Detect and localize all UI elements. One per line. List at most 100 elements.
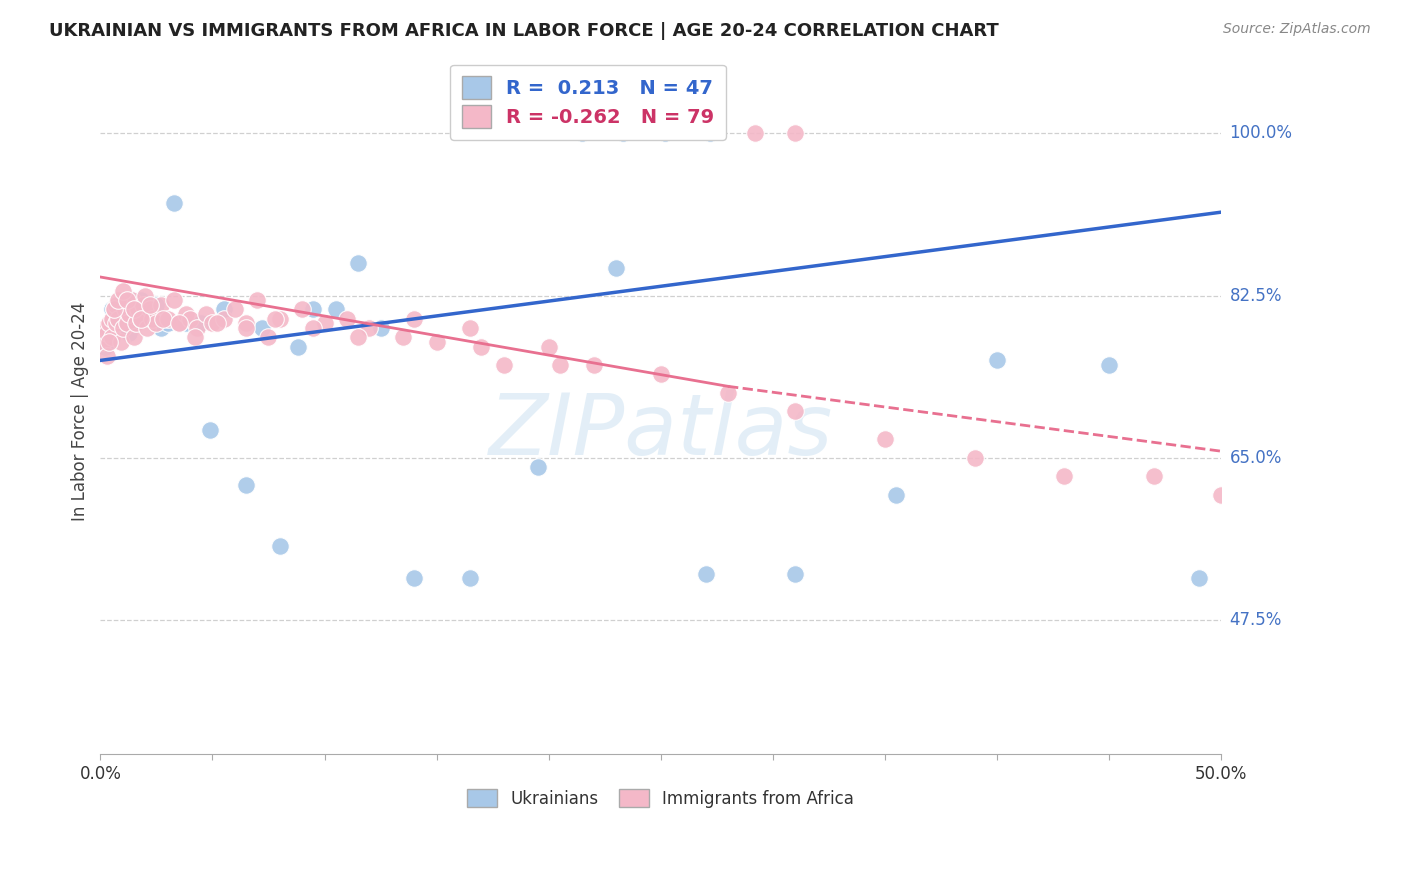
- Point: [117, 293, 139, 308]
- Point: [100, 302, 122, 317]
- Point: [117, 311, 139, 326]
- Text: UKRAINIAN VS IMMIGRANTS FROM AFRICA IN LABOR FORCE | AGE 20-24 CORRELATION CHART: UKRAINIAN VS IMMIGRANTS FROM AFRICA IN L…: [49, 22, 998, 40]
- Point: [582, 358, 605, 372]
- Point: [257, 330, 280, 344]
- Point: [201, 316, 224, 330]
- Point: [103, 302, 125, 317]
- Point: [884, 488, 907, 502]
- Point: [105, 316, 128, 330]
- Point: [183, 330, 205, 344]
- Text: 65.0%: 65.0%: [1230, 449, 1282, 467]
- Point: [269, 311, 291, 326]
- Point: [100, 311, 122, 326]
- Point: [1098, 358, 1121, 372]
- Point: [1053, 469, 1076, 483]
- Point: [129, 293, 152, 308]
- Point: [785, 566, 807, 581]
- Point: [138, 298, 160, 312]
- Legend: Ukrainians, Immigrants from Africa: Ukrainians, Immigrants from Africa: [461, 782, 860, 814]
- Point: [163, 293, 186, 308]
- Point: [121, 293, 143, 308]
- Point: [129, 311, 152, 326]
- Point: [94, 339, 117, 353]
- Point: [873, 432, 896, 446]
- Point: [205, 316, 228, 330]
- Point: [392, 330, 415, 344]
- Point: [152, 311, 174, 326]
- Point: [145, 298, 167, 312]
- Point: [122, 302, 145, 317]
- Point: [291, 302, 314, 317]
- Point: [149, 321, 172, 335]
- Point: [111, 321, 134, 335]
- Point: [537, 339, 560, 353]
- Point: [141, 311, 163, 326]
- Point: [287, 339, 309, 353]
- Point: [118, 326, 141, 340]
- Point: [650, 368, 672, 382]
- Point: [105, 321, 128, 335]
- Y-axis label: In Labor Force | Age 20-24: In Labor Force | Age 20-24: [72, 301, 89, 521]
- Point: [347, 256, 370, 270]
- Point: [235, 316, 257, 330]
- Point: [117, 316, 139, 330]
- Point: [347, 330, 370, 344]
- Point: [717, 385, 740, 400]
- Point: [269, 539, 291, 553]
- Point: [118, 307, 141, 321]
- Point: [370, 321, 392, 335]
- Point: [426, 334, 449, 349]
- Point: [136, 321, 159, 335]
- Point: [458, 321, 481, 335]
- Point: [744, 127, 766, 141]
- Point: [103, 302, 125, 317]
- Point: [156, 311, 179, 326]
- Point: [96, 349, 118, 363]
- Point: [114, 302, 136, 317]
- Point: [548, 358, 571, 372]
- Point: [302, 321, 325, 335]
- Point: [98, 334, 121, 349]
- Point: [302, 302, 325, 317]
- Point: [314, 316, 336, 330]
- Text: 47.5%: 47.5%: [1230, 611, 1282, 629]
- Point: [224, 302, 246, 317]
- Point: [194, 307, 217, 321]
- Point: [699, 127, 721, 141]
- Point: [235, 321, 257, 335]
- Point: [127, 302, 149, 317]
- Point: [125, 316, 148, 330]
- Point: [110, 307, 132, 321]
- Text: 82.5%: 82.5%: [1230, 286, 1282, 304]
- Point: [96, 326, 118, 340]
- Point: [174, 307, 197, 321]
- Point: [174, 316, 197, 330]
- Point: [695, 566, 717, 581]
- Point: [325, 302, 347, 317]
- Point: [200, 423, 222, 437]
- Point: [571, 127, 593, 141]
- Point: [149, 298, 172, 312]
- Point: [785, 404, 807, 418]
- Point: [134, 288, 156, 302]
- Point: [1143, 469, 1166, 483]
- Point: [1211, 488, 1233, 502]
- Point: [212, 302, 235, 317]
- Point: [134, 298, 156, 312]
- Point: [986, 353, 1008, 368]
- Text: 100.0%: 100.0%: [1230, 124, 1292, 143]
- Point: [458, 571, 481, 585]
- Text: Source: ZipAtlas.com: Source: ZipAtlas.com: [1223, 22, 1371, 37]
- Point: [785, 127, 807, 141]
- Point: [612, 127, 634, 141]
- Point: [121, 293, 143, 308]
- Point: [98, 330, 121, 344]
- Point: [404, 571, 426, 585]
- Point: [132, 298, 155, 312]
- Point: [105, 298, 128, 312]
- Point: [110, 334, 132, 349]
- Point: [132, 311, 155, 326]
- Point: [359, 321, 381, 335]
- Point: [235, 478, 257, 492]
- Point: [163, 195, 186, 210]
